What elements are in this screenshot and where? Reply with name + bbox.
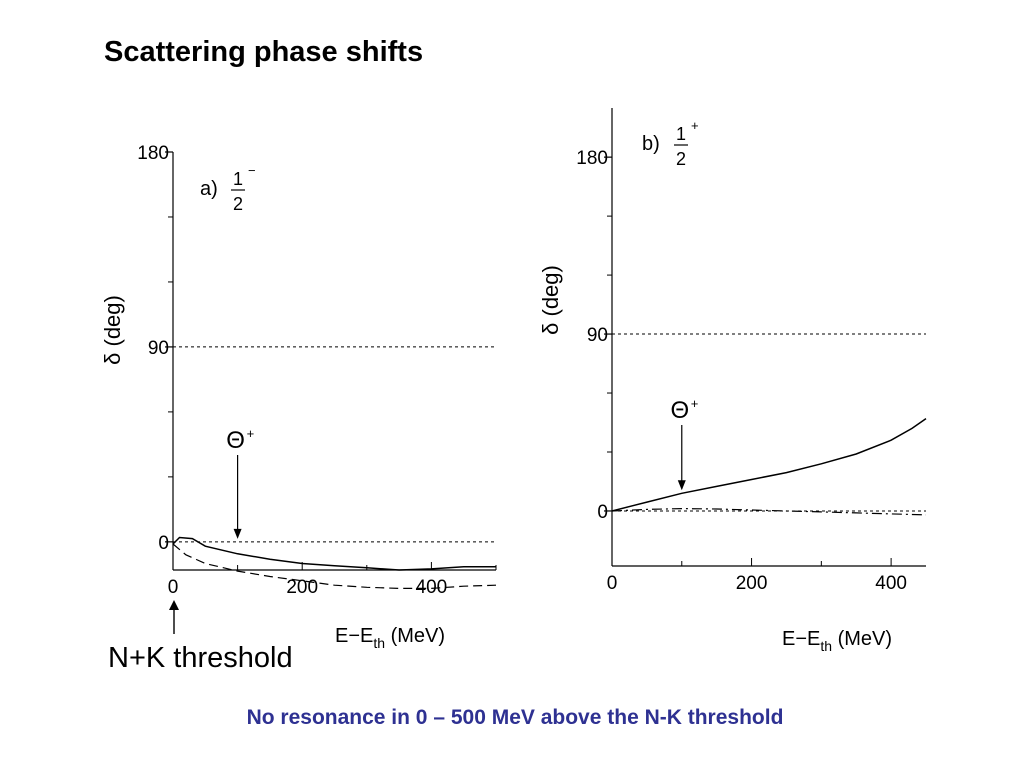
y-tick-label: 180 [576,148,608,169]
panel-letter: b) [642,133,660,155]
x-tick-label: 400 [416,577,448,598]
series-line-solid [172,536,496,571]
y-tick-label: 0 [597,502,608,523]
x-axis-label: E−Eth (MeV) [335,625,445,651]
x-tick-label: 200 [286,577,318,598]
x-tick-label: 0 [607,573,618,594]
threshold-label: N+K threshold [108,642,293,674]
series-line-solid [611,417,927,512]
spin-denominator: 2 [233,194,243,214]
theta-arrow-icon [233,528,242,539]
theta-label: Θ [226,427,245,454]
theta-label: Θ [670,397,689,424]
spin-numerator: 1 [676,124,686,144]
x-tick-label: 200 [736,573,768,594]
theta-sup: + [247,426,255,441]
parity-sign: + [691,118,699,133]
y-tick-label: 90 [148,338,169,359]
x-axis-label: E−Eth (MeV) [782,628,892,654]
spin-numerator: 1 [233,169,243,189]
spin-denominator: 2 [676,149,686,169]
parity-sign: − [248,163,256,178]
theta-sup: + [691,396,699,411]
panel-a-chart: 0 90 180 0 200 400 δ (deg) E−Eth (MeV) a) 1 − 2 Θ + [100,143,497,651]
caption: No resonance in 0 – 500 MeV above the N-… [246,706,784,729]
slide-title: Scattering phase shifts [104,36,424,68]
series-line-dashdot [611,507,927,516]
theta-arrow-icon [677,480,686,491]
panel-letter: a) [200,178,218,200]
y-tick-label: 180 [137,143,169,164]
x-tick-label: 400 [875,573,907,594]
series-line-dashed [172,543,497,589]
threshold-arrow-icon [169,600,179,634]
y-tick-label: 90 [587,325,608,346]
y-tick-label: 0 [158,533,169,554]
x-tick-label: 0 [168,577,179,598]
y-axis-label: δ (deg) [100,295,125,365]
y-axis-label: δ (deg) [538,265,563,335]
